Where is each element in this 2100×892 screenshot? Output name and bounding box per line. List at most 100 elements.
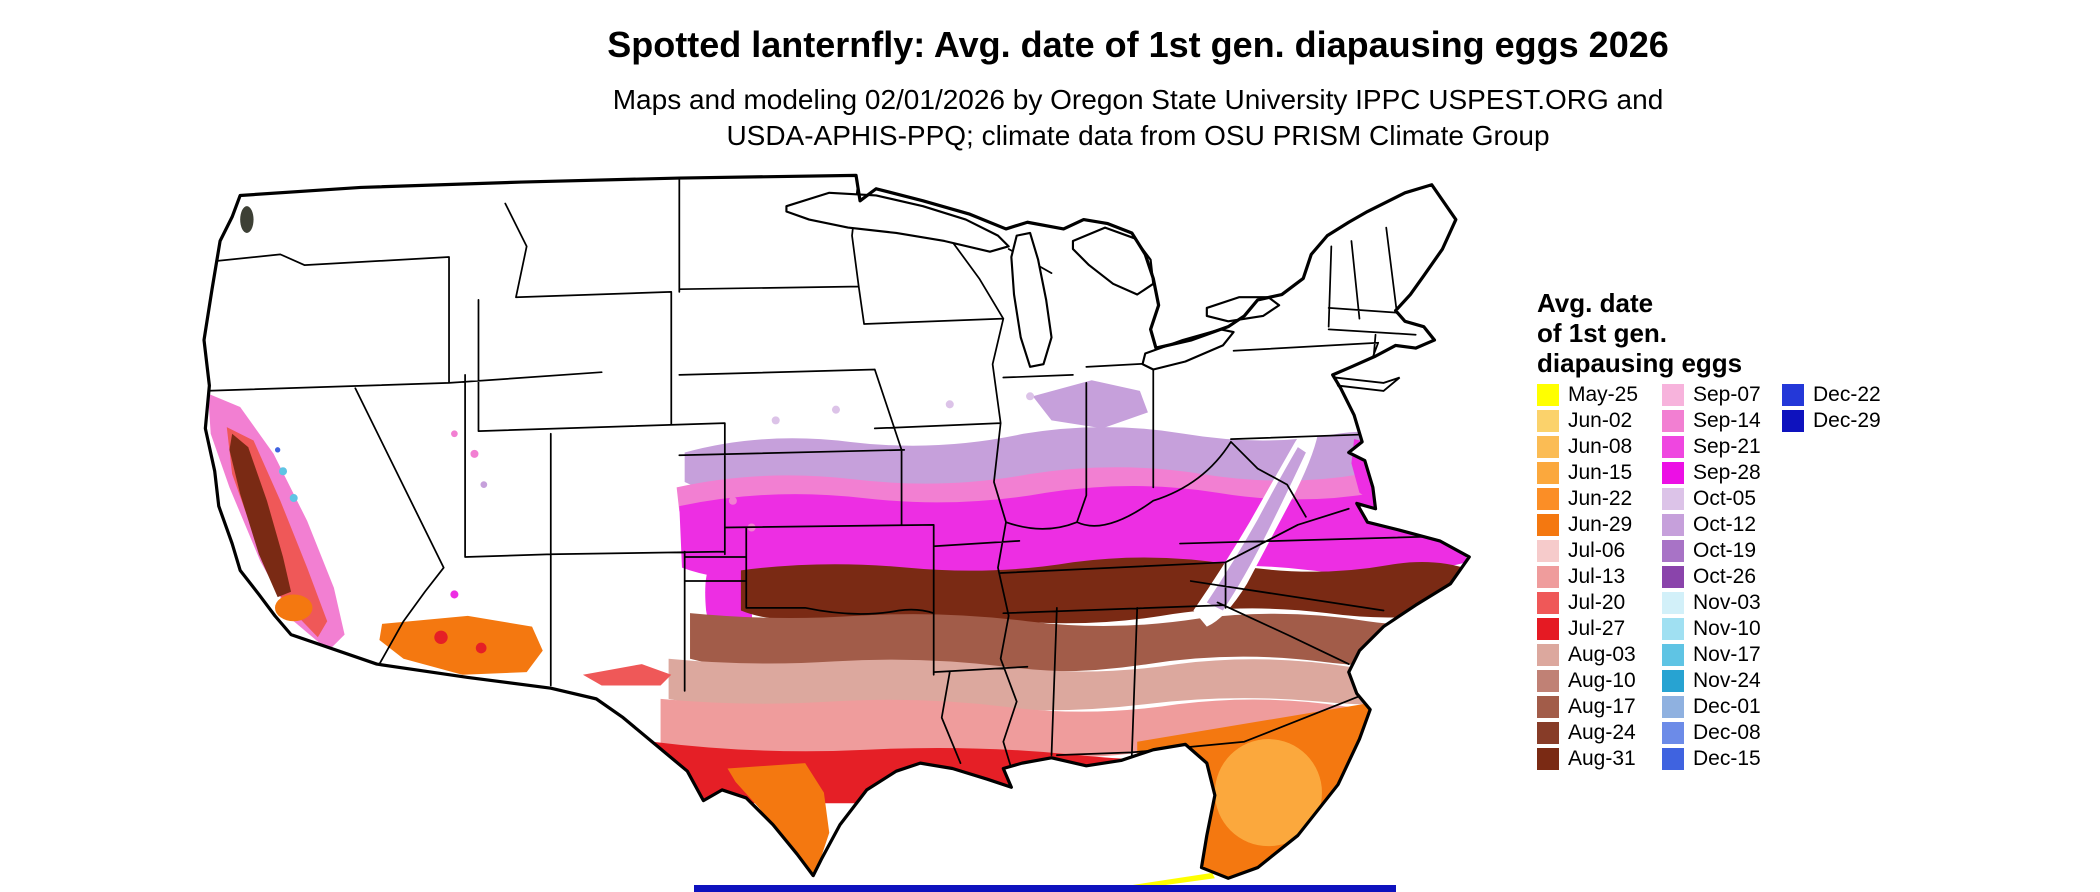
bottom-blue-strip bbox=[694, 885, 1396, 892]
legend-entry: Oct-05 bbox=[1662, 486, 1761, 512]
appalachian-purple-streak bbox=[1206, 447, 1306, 611]
legend-date-label: Oct-19 bbox=[1693, 539, 1757, 562]
florida-keys-yellow bbox=[1123, 872, 1215, 889]
arizona-orange-patch bbox=[379, 615, 543, 675]
colorado-pink-speckle bbox=[728, 496, 737, 505]
legend-date-label: Oct-05 bbox=[1693, 487, 1757, 510]
legend-date-label: Aug-24 bbox=[1568, 721, 1636, 744]
legend-title-line3: diapausing eggs bbox=[1537, 348, 1743, 378]
map-subtitle: Maps and modeling 02/01/2026 by Oregon S… bbox=[238, 82, 2038, 154]
plains-pink-speckle bbox=[831, 405, 840, 414]
legend-date-label: Dec-01 bbox=[1693, 695, 1761, 718]
legend-column-1: May-25 Jun-02 Jun-08 Jun-15 Jun-22 Jun-29 Jul-… bbox=[1537, 382, 1638, 772]
legend-entry: Nov-10 bbox=[1662, 616, 1761, 642]
legend-entry: Dec-15 bbox=[1662, 746, 1761, 772]
new-mexico-red-patch bbox=[582, 664, 672, 686]
sierra-cyan-speckle bbox=[278, 467, 288, 476]
lake-huron bbox=[1071, 226, 1155, 296]
legend-entry: Dec-08 bbox=[1662, 720, 1761, 746]
legend-color-swatch bbox=[1537, 514, 1559, 536]
legend-title-line1: Avg. date bbox=[1537, 288, 1654, 318]
legend-date-label: Aug-31 bbox=[1568, 747, 1636, 770]
plains-pink-speckle bbox=[1026, 392, 1035, 401]
legend-entry: Nov-03 bbox=[1662, 590, 1761, 616]
legend-entry: Aug-24 bbox=[1537, 720, 1638, 746]
legend-entry: May-25 bbox=[1537, 382, 1638, 408]
legend-color-swatch bbox=[1782, 410, 1804, 432]
legend-color-swatch bbox=[1662, 722, 1684, 744]
utah-purple-speckle bbox=[480, 481, 488, 489]
legend-entry: Nov-24 bbox=[1662, 668, 1761, 694]
legend-color-swatch bbox=[1537, 436, 1559, 458]
legend-date-label: Jun-02 bbox=[1568, 409, 1633, 432]
legend-color-swatch bbox=[1662, 436, 1684, 458]
legend-entry: Jun-02 bbox=[1537, 408, 1638, 434]
legend-color-swatch bbox=[1662, 462, 1684, 484]
michigan-purple-patch bbox=[1032, 380, 1148, 429]
legend-color-swatch bbox=[1537, 618, 1559, 640]
legend-date-label: Jun-08 bbox=[1568, 435, 1633, 458]
legend-color-swatch bbox=[1537, 384, 1559, 406]
legend-date-label: Dec-22 bbox=[1813, 383, 1881, 406]
legend-color-swatch bbox=[1662, 748, 1684, 770]
legend-color-swatch bbox=[1537, 410, 1559, 432]
plains-pink-speckle bbox=[945, 400, 954, 409]
legend-date-label: Oct-26 bbox=[1693, 565, 1757, 588]
sierra-blue-speckle bbox=[274, 447, 281, 453]
legend-entry: Jun-08 bbox=[1537, 434, 1638, 460]
legend-title-line2: of 1st gen. bbox=[1537, 318, 1668, 348]
legend-date-label: Jun-15 bbox=[1568, 461, 1633, 484]
legend-date-label: Jul-13 bbox=[1568, 565, 1626, 588]
legend-entry: Jun-22 bbox=[1537, 486, 1638, 512]
legend-entry: Jul-13 bbox=[1537, 564, 1638, 590]
arizona-red-speckle bbox=[434, 630, 448, 644]
legend-color-swatch bbox=[1662, 644, 1684, 666]
legend-date-label: Oct-12 bbox=[1693, 513, 1757, 536]
legend-date-label: Jun-22 bbox=[1568, 487, 1633, 510]
legend-date-label: Nov-17 bbox=[1693, 643, 1761, 666]
california-central-valley-brown bbox=[229, 433, 292, 598]
legend-date-label: Dec-29 bbox=[1813, 409, 1881, 432]
legend-entry: Dec-29 bbox=[1782, 408, 1881, 434]
sierra-cyan-speckle bbox=[289, 494, 298, 503]
legend-color-swatch bbox=[1662, 540, 1684, 562]
legend-color-swatch bbox=[1537, 462, 1559, 484]
state-borders-lines bbox=[204, 175, 1470, 770]
legend-color-swatch bbox=[1662, 618, 1684, 640]
legend-date-label: Jul-20 bbox=[1568, 591, 1626, 614]
legend-color-swatch bbox=[1537, 748, 1559, 770]
legend-entry: Sep-07 bbox=[1662, 382, 1761, 408]
legend-date-label: Nov-24 bbox=[1693, 669, 1761, 692]
legend-entry: Jul-20 bbox=[1537, 590, 1638, 616]
us-map-figure bbox=[202, 173, 1471, 889]
lake-superior bbox=[785, 191, 1010, 253]
legend-title: Avg. date of 1st gen. diapausing eggs bbox=[1537, 288, 1742, 378]
legend-entry: Oct-19 bbox=[1662, 538, 1761, 564]
legend-color-swatch bbox=[1537, 488, 1559, 510]
band-aug-tan bbox=[668, 658, 1470, 711]
legend-entry: Dec-22 bbox=[1782, 382, 1881, 408]
legend-color-swatch bbox=[1537, 696, 1559, 718]
utah-pink-speckle bbox=[470, 449, 479, 458]
legend-entry: Sep-21 bbox=[1662, 434, 1761, 460]
legend-color-swatch bbox=[1537, 592, 1559, 614]
legend-entry: Aug-17 bbox=[1537, 694, 1638, 720]
legend-date-label: Sep-07 bbox=[1693, 383, 1761, 406]
south-texas-orange bbox=[727, 763, 830, 876]
legend-color-swatch bbox=[1662, 696, 1684, 718]
legend-entry: Jun-15 bbox=[1537, 460, 1638, 486]
lake-erie bbox=[1141, 328, 1235, 371]
legend-date-label: Jun-29 bbox=[1568, 513, 1633, 536]
legend-date-label: Nov-03 bbox=[1693, 591, 1761, 614]
legend-color-swatch bbox=[1537, 722, 1559, 744]
socal-orange-patch bbox=[274, 594, 313, 622]
long-island bbox=[1334, 376, 1401, 392]
legend-color-swatch bbox=[1662, 566, 1684, 588]
legend-entry: Jun-29 bbox=[1537, 512, 1638, 538]
great-lakes bbox=[785, 191, 1281, 371]
legend-date-label: Sep-21 bbox=[1693, 435, 1761, 458]
legend-date-label: Nov-10 bbox=[1693, 617, 1761, 640]
legend-entry: Sep-28 bbox=[1662, 460, 1761, 486]
legend-color-swatch bbox=[1662, 592, 1684, 614]
